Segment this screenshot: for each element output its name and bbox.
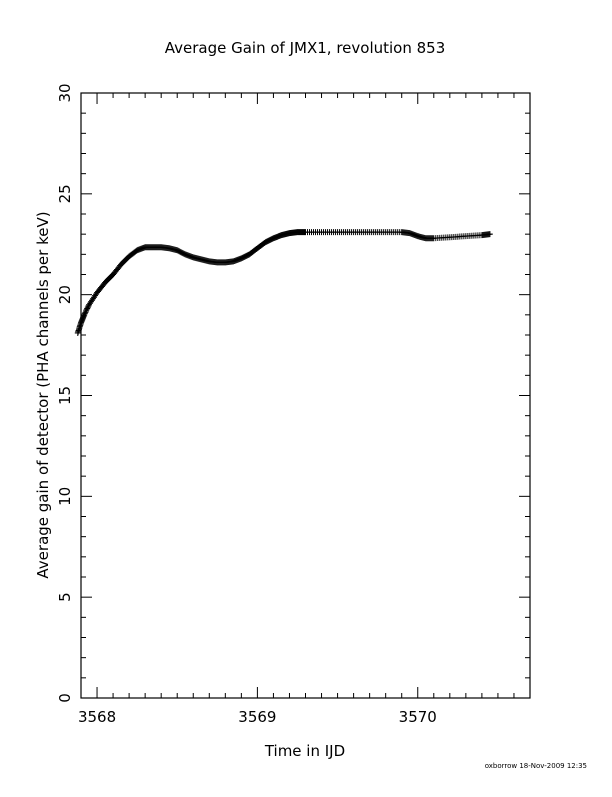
y-axis: 0 5 10 15 20 25 30: [56, 83, 530, 703]
y-tick-label: 0: [56, 693, 74, 703]
data-point: [81, 311, 88, 318]
data-point: [83, 306, 90, 313]
y-tick-label: 5: [56, 592, 74, 602]
data-point: [84, 304, 91, 311]
data-point: [486, 231, 493, 238]
x-tick-label: 3570: [399, 708, 437, 726]
y-tick-label: 10: [56, 487, 74, 506]
x-axis: 3568 3569 3570: [78, 93, 531, 726]
data-point: [81, 310, 88, 317]
y-tick-label: 20: [56, 285, 74, 304]
chart-title: Average Gain of JMX1, revolution 853: [165, 39, 446, 57]
y-tick-label: 25: [56, 184, 74, 203]
x-axis-title: Time in IJD: [264, 742, 345, 760]
plot-frame: [80, 92, 531, 699]
y-tick-label: 15: [56, 386, 74, 405]
footer-credit: oxborrow 18-Nov-2009 12:35: [485, 762, 587, 770]
x-tick-label: 3569: [238, 708, 276, 726]
data-point: [84, 305, 91, 312]
data-point: [82, 309, 89, 316]
data-point: [83, 308, 90, 315]
y-tick-label: 30: [56, 83, 74, 102]
y-axis-title: Average gain of detector (PHA channels p…: [34, 211, 52, 578]
data-series: [74, 229, 493, 336]
x-tick-label: 3568: [78, 708, 116, 726]
